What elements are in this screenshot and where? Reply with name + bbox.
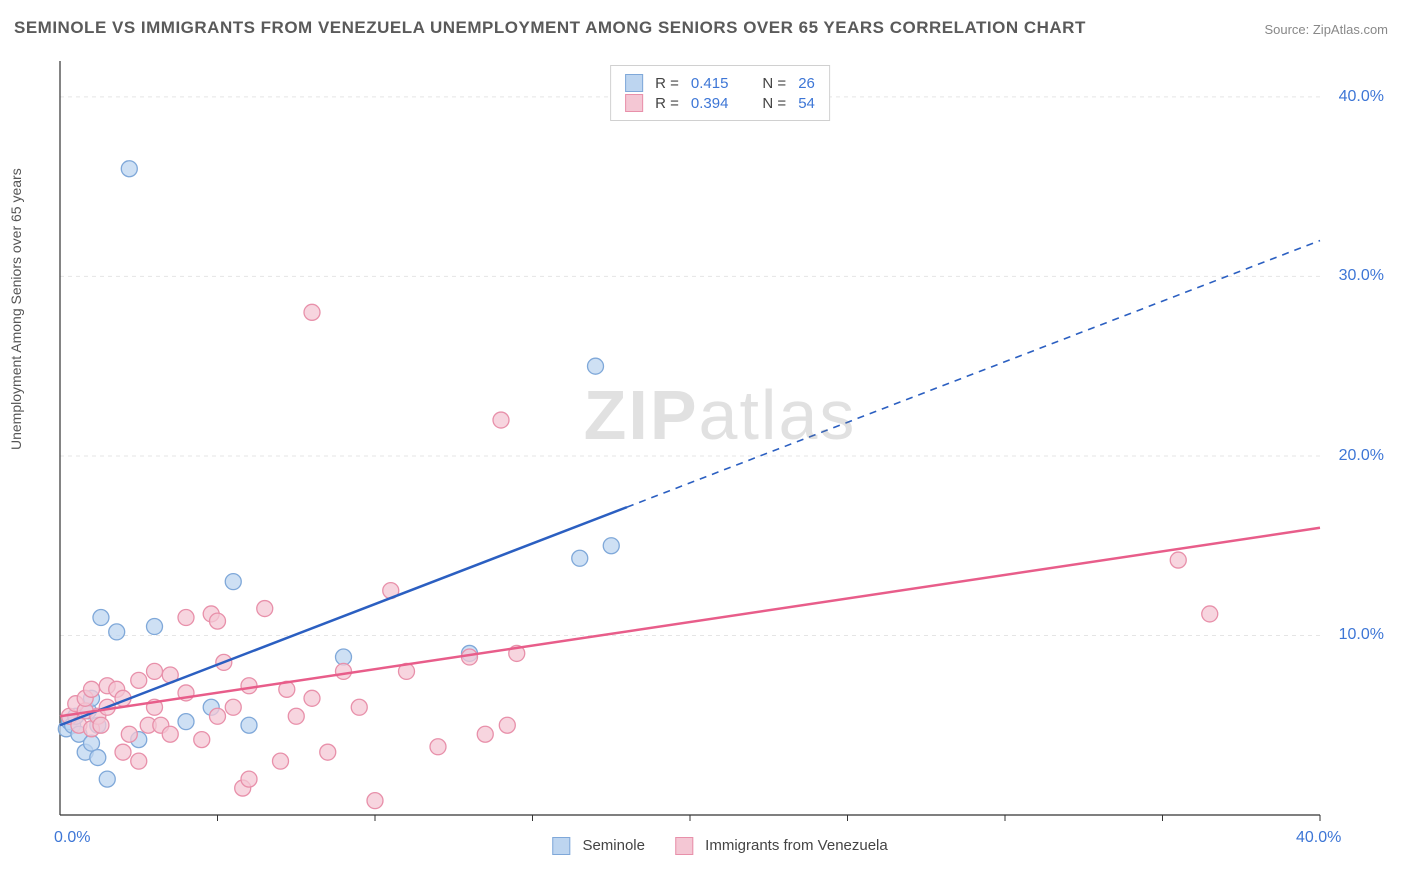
r-label: R = xyxy=(655,95,679,112)
n-label: N = xyxy=(762,75,786,92)
r-value: 0.415 xyxy=(691,75,729,92)
r-value: 0.394 xyxy=(691,95,729,112)
r-label: R = xyxy=(655,75,679,92)
chart-title: SEMINOLE VS IMMIGRANTS FROM VENEZUELA UN… xyxy=(14,18,1086,38)
legend-swatch-icon xyxy=(675,837,693,855)
legend-item-label: Immigrants from Venezuela xyxy=(705,837,888,854)
x-tick-label: 40.0% xyxy=(1296,829,1341,847)
y-tick-label: 40.0% xyxy=(1339,88,1384,106)
legend-swatch-icon xyxy=(552,837,570,855)
legend-item-seminole: Seminole xyxy=(552,837,645,855)
legend-swatch-venezuela xyxy=(625,94,643,112)
legend-row-venezuela: R = 0.394 N = 54 xyxy=(625,94,815,112)
legend-swatch-seminole xyxy=(625,74,643,92)
n-value: 54 xyxy=(798,95,815,112)
y-tick-label: 30.0% xyxy=(1339,267,1384,285)
legend-series: Seminole Immigrants from Venezuela xyxy=(552,837,887,855)
legend-row-seminole: R = 0.415 N = 26 xyxy=(625,74,815,92)
chart-plot-area: ZIPatlas R = 0.415 N = 26 R = 0.394 N = … xyxy=(50,55,1390,855)
x-tick-label: 0.0% xyxy=(54,829,90,847)
n-label: N = xyxy=(762,95,786,112)
source-label: Source: ZipAtlas.com xyxy=(1264,22,1388,37)
n-value: 26 xyxy=(798,75,815,92)
y-tick-label: 20.0% xyxy=(1339,447,1384,465)
legend-item-label: Seminole xyxy=(582,837,645,854)
y-axis-label: Unemployment Among Seniors over 65 years xyxy=(8,168,24,450)
chart-svg xyxy=(50,55,1390,855)
legend-correlation: R = 0.415 N = 26 R = 0.394 N = 54 xyxy=(610,65,830,121)
y-tick-label: 10.0% xyxy=(1339,626,1384,644)
legend-item-venezuela: Immigrants from Venezuela xyxy=(675,837,888,855)
